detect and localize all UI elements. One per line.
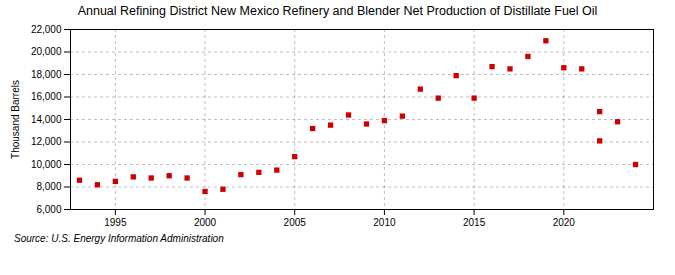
html-text:Source: U.S. Energy Informatio: Source: U.S. Energy Information Administ… (14, 233, 224, 244)
svg-text:2015: 2015 (463, 217, 486, 228)
svg-text:20,000: 20,000 (31, 46, 62, 57)
svg-text:12,000: 12,000 (31, 136, 62, 147)
svg-text:2000: 2000 (194, 217, 217, 228)
svg-text:10,000: 10,000 (31, 159, 62, 170)
svg-text:6,000: 6,000 (36, 204, 61, 215)
svg-text:1995: 1995 (104, 217, 127, 228)
html-text:Annual Refining District New M: Annual Refining District New Mexico Refi… (77, 4, 598, 18)
svg-text:22,000: 22,000 (31, 24, 62, 35)
svg-text:18,000: 18,000 (31, 69, 62, 80)
svg-text:8,000: 8,000 (36, 181, 61, 192)
svg-text:2005: 2005 (284, 217, 307, 228)
svg-text:14,000: 14,000 (31, 114, 62, 125)
svg-text:2020: 2020 (553, 217, 576, 228)
svg-text:Thousand Barrels: Thousand Barrels (10, 80, 21, 159)
svg-text:2010: 2010 (373, 217, 396, 228)
svg-text:16,000: 16,000 (31, 91, 62, 102)
